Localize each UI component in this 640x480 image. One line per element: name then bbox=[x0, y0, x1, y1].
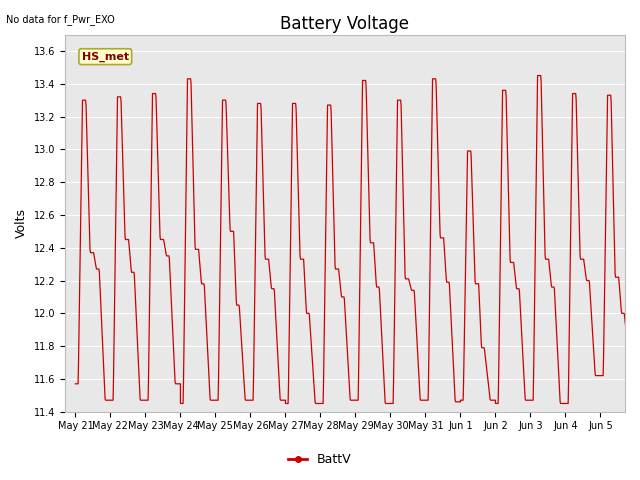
Title: Battery Voltage: Battery Voltage bbox=[280, 15, 410, 33]
Text: HS_met: HS_met bbox=[82, 51, 129, 62]
Y-axis label: Volts: Volts bbox=[15, 208, 28, 238]
Text: No data for f_Pwr_EXO: No data for f_Pwr_EXO bbox=[6, 14, 115, 25]
Legend: BattV: BattV bbox=[284, 448, 356, 471]
